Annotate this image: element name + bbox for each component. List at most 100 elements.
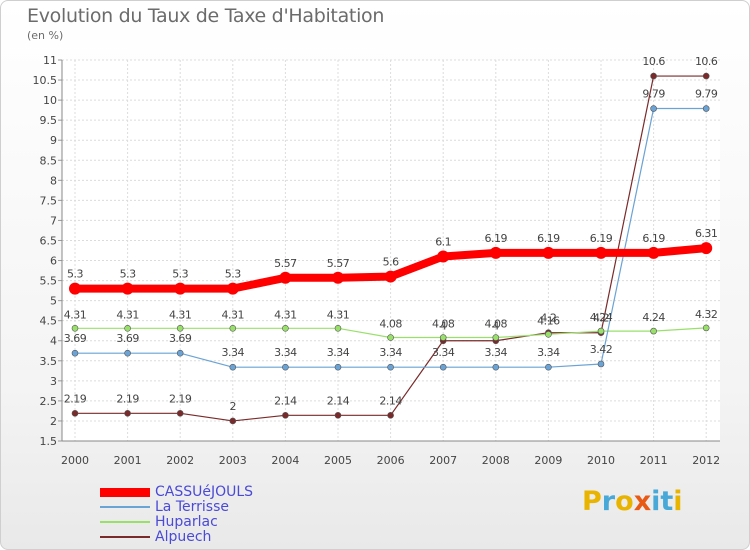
data-label: 3.34 xyxy=(327,346,350,359)
data-label: 4.31 xyxy=(64,308,87,321)
data-label: 4.31 xyxy=(274,308,297,321)
data-label: 4.31 xyxy=(327,308,350,321)
data-point xyxy=(71,410,79,417)
data-point xyxy=(439,334,447,341)
data-point xyxy=(437,250,450,263)
data-point xyxy=(492,334,500,341)
data-label: 4.2 xyxy=(593,312,609,325)
data-label: 2.19 xyxy=(169,392,192,405)
data-point xyxy=(334,325,342,332)
y-tick-label: 7 xyxy=(50,214,57,227)
data-label: 10.6 xyxy=(642,55,665,68)
logo-letter: r xyxy=(601,486,616,517)
y-tick-label: 9.5 xyxy=(40,114,58,127)
data-label: 6.19 xyxy=(590,232,613,245)
data-point xyxy=(650,72,657,80)
data-label: 9.79 xyxy=(642,88,665,101)
data-point xyxy=(176,410,184,417)
logo-letter: x xyxy=(633,486,652,517)
y-tick-label: 3.5 xyxy=(40,355,58,368)
data-point xyxy=(647,246,660,259)
x-tick-label: 2004 xyxy=(271,454,299,467)
data-point xyxy=(282,325,289,332)
data-label: 10.6 xyxy=(695,55,718,68)
logo-letter: t xyxy=(660,486,674,517)
data-point xyxy=(124,325,131,332)
y-tick-label: 9 xyxy=(50,134,57,147)
data-label: 4.16 xyxy=(537,314,560,327)
data-point xyxy=(124,410,131,417)
y-tick-label: 2.5 xyxy=(40,395,58,408)
data-label: 3.34 xyxy=(379,346,402,359)
y-tick-label: 7.5 xyxy=(40,194,58,207)
data-label: 4.31 xyxy=(169,308,192,321)
x-tick-label: 2012 xyxy=(692,454,720,467)
x-tick-label: 2003 xyxy=(219,454,247,467)
data-point xyxy=(650,327,657,335)
data-label: 4.08 xyxy=(432,318,455,331)
data-label: 3.34 xyxy=(537,346,560,359)
x-tick-label: 2011 xyxy=(640,454,668,467)
data-point xyxy=(542,246,555,259)
data-point xyxy=(700,242,713,255)
data-label: 9.79 xyxy=(695,88,718,101)
data-label: 5.57 xyxy=(274,257,297,270)
data-label: 5.3 xyxy=(225,268,241,281)
data-label: 6.19 xyxy=(485,232,508,245)
proxiti-logo: Proxiti xyxy=(582,486,683,517)
y-tick-label: 5.5 xyxy=(40,275,58,288)
data-label: 3.34 xyxy=(222,346,245,359)
x-tick-label: 2009 xyxy=(534,454,562,467)
data-label: 6.31 xyxy=(695,227,718,240)
data-label: 4.32 xyxy=(695,308,718,321)
x-tick-label: 2002 xyxy=(166,454,194,467)
data-point xyxy=(229,417,237,425)
data-point xyxy=(282,412,289,419)
data-point xyxy=(597,360,605,368)
y-tick-label: 4 xyxy=(50,335,57,348)
y-tick-label: 6 xyxy=(50,255,57,268)
logo-letter: i xyxy=(673,486,683,517)
data-label: 3.69 xyxy=(169,332,192,345)
data-label: 4.31 xyxy=(116,308,139,321)
data-label: 3.34 xyxy=(274,346,297,359)
data-label: 5.3 xyxy=(120,268,136,281)
y-tick-label: 2 xyxy=(50,415,57,428)
data-point xyxy=(176,349,184,357)
data-point xyxy=(229,363,237,371)
data-point xyxy=(650,105,657,112)
data-point xyxy=(334,363,342,371)
data-label: 5.6 xyxy=(383,256,399,269)
data-point xyxy=(121,282,134,295)
data-label: 4.08 xyxy=(485,318,508,331)
data-point xyxy=(332,271,344,284)
data-label: 5.57 xyxy=(327,257,350,270)
data-label: 3.69 xyxy=(64,332,87,345)
data-point xyxy=(387,363,394,371)
logo-letter: P xyxy=(582,486,602,517)
data-label: 3.42 xyxy=(590,343,613,356)
data-point xyxy=(492,363,500,371)
data-point xyxy=(702,105,710,112)
data-point xyxy=(387,334,394,341)
data-point xyxy=(489,246,502,259)
x-tick-label: 2006 xyxy=(377,454,405,467)
y-tick-label: 1.5 xyxy=(40,435,58,448)
logo-letter: o xyxy=(615,486,634,517)
data-point xyxy=(597,327,605,335)
data-label: 6.19 xyxy=(642,232,665,245)
data-point xyxy=(69,282,81,295)
data-point xyxy=(71,325,79,332)
data-label: 4 xyxy=(493,320,500,333)
chart-title: Evolution du Taux de Taxe d'Habitation xyxy=(27,5,385,27)
data-label: 4.2 xyxy=(540,312,556,325)
data-point xyxy=(226,282,239,295)
data-label: 2.14 xyxy=(274,394,297,407)
legend-swatch xyxy=(100,506,150,508)
data-label: 4.31 xyxy=(222,308,245,321)
y-tick-label: 6.5 xyxy=(40,234,58,247)
data-point xyxy=(384,270,397,283)
chart-subtitle: (en %) xyxy=(27,29,64,42)
data-point xyxy=(439,363,447,371)
